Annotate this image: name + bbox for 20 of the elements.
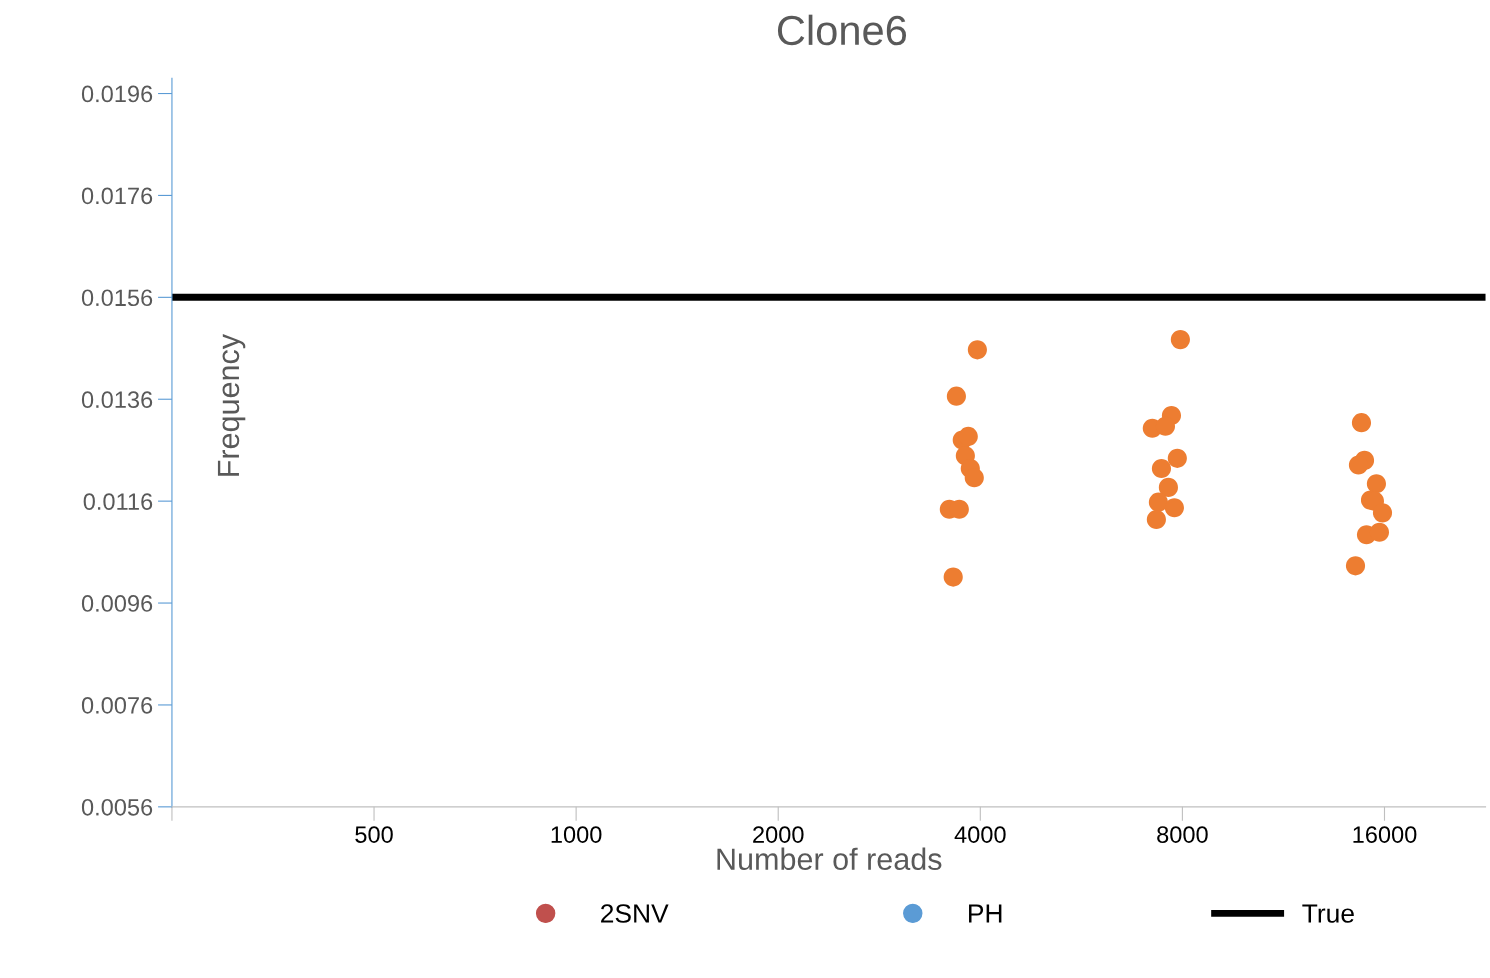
x-tick-label: 4000 (954, 826, 1006, 843)
x-tick-label: 8000 (1157, 826, 1208, 843)
y-tick-label: 0.0176 (81, 187, 153, 205)
y-tick-label: 0.0116 (83, 493, 153, 510)
x-axis-title: Number of reads (717, 847, 942, 871)
chart-title: Clone6 (777, 14, 907, 46)
x-tick-label: 1000 (551, 826, 602, 843)
y-tick-label: 0.0156 (81, 289, 153, 307)
x-tick-label: 2000 (753, 826, 804, 843)
legend-label: PH (969, 904, 1002, 923)
y-tick-label: 0.0056 (81, 798, 153, 816)
legend-label: 2SNV (601, 904, 669, 923)
y-axis-title: Frequency (217, 333, 246, 476)
legend-label: True (1302, 904, 1354, 923)
y-tick-label: 0.0096 (81, 595, 153, 612)
x-tick-label: 500 (355, 826, 393, 843)
y-tick-label: 0.0136 (81, 391, 153, 409)
y-tick-label: 0.0076 (81, 697, 153, 714)
y-tick-label: 0.0196 (81, 85, 153, 103)
x-tick-label: 16000 (1353, 826, 1417, 843)
